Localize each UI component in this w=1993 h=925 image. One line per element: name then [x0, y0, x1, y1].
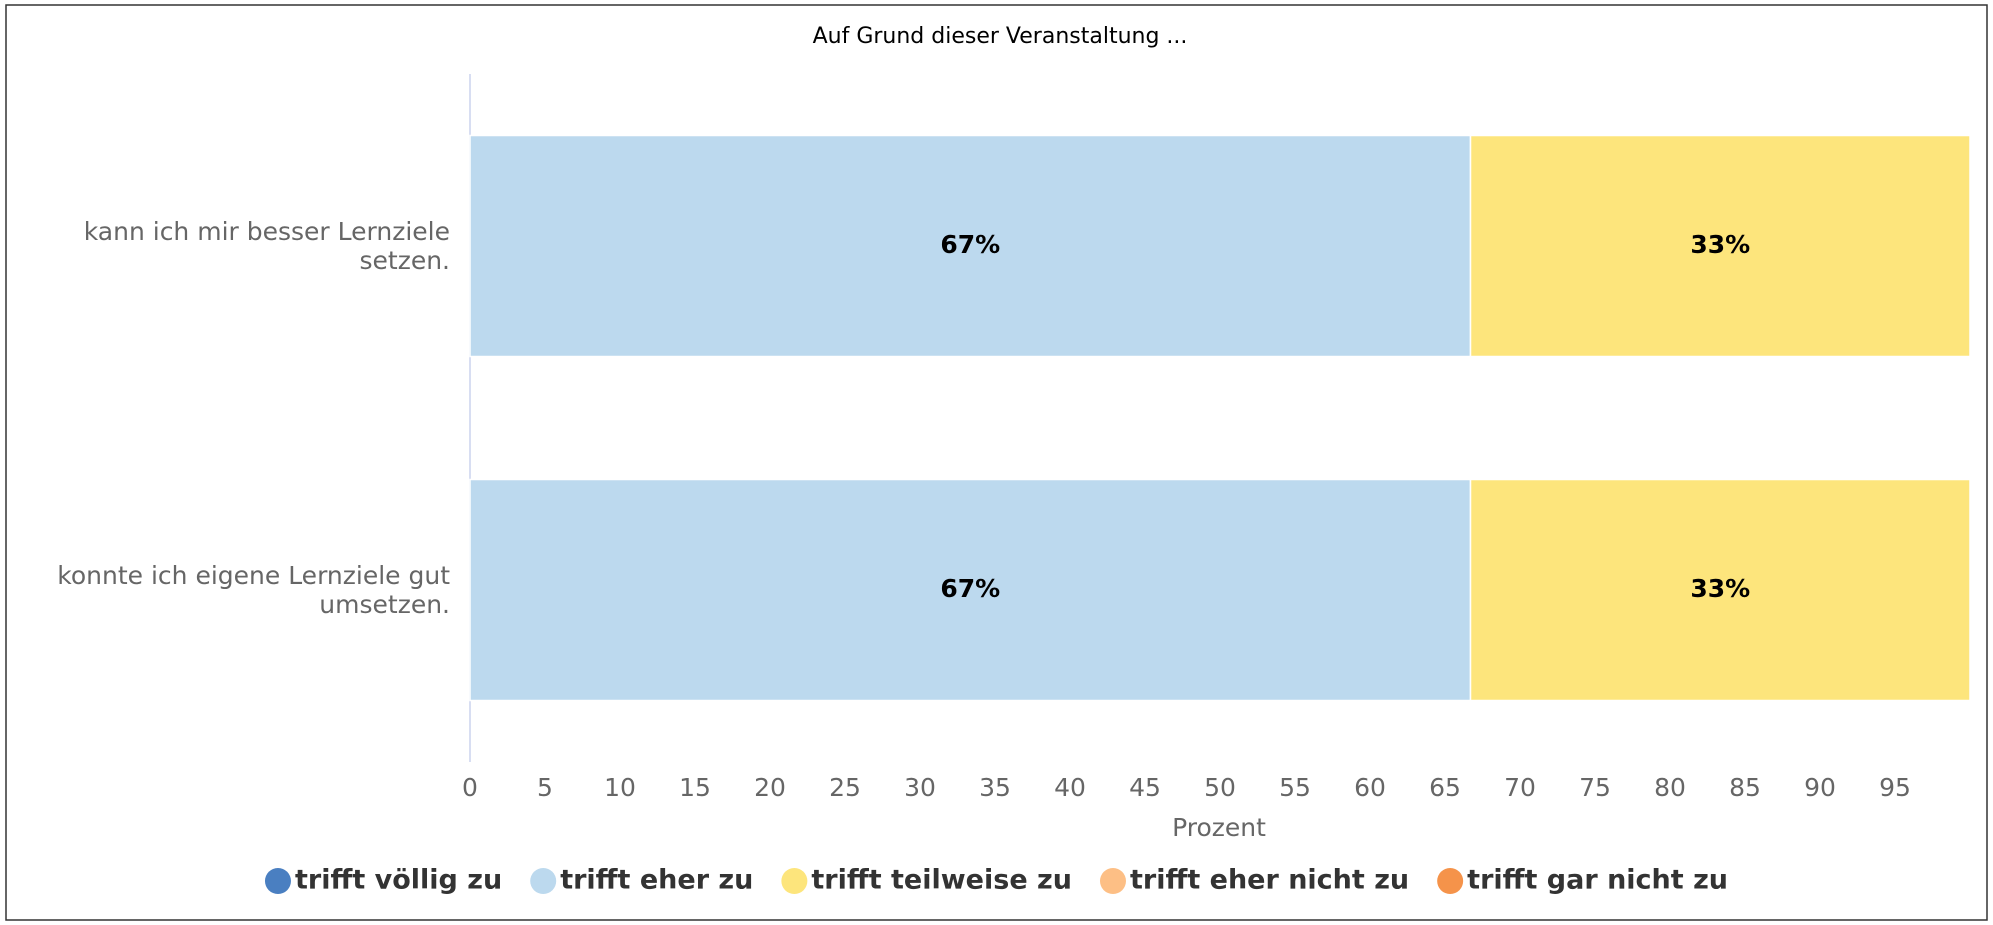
legend-swatch: [1099, 868, 1126, 894]
x-tick-label: 15: [679, 773, 711, 802]
x-tick-label: 80: [1654, 773, 1686, 802]
data-label: 33%: [1690, 230, 1750, 259]
x-tick-label: 65: [1429, 773, 1461, 802]
x-tick-label: 5: [537, 773, 553, 802]
x-tick-label: 20: [754, 773, 786, 802]
x-tick-label: 10: [604, 773, 636, 802]
x-tick-label: 55: [1279, 773, 1311, 802]
y-tick-label: kann ich mir besser Lernziele setzen.: [83, 217, 450, 275]
x-tick-label: 30: [904, 773, 936, 802]
legend-swatch: [264, 868, 291, 894]
y-tick-label: konnte ich eigene Lernziele gut umsetzen…: [57, 561, 450, 619]
x-tick-label: 85: [1729, 773, 1761, 802]
x-tick-label: 90: [1804, 773, 1836, 802]
chart-title: Auf Grund dieser Veranstaltung ...: [813, 24, 1188, 49]
x-tick-label: 95: [1879, 773, 1911, 802]
bar-segment: [469, 134, 1472, 358]
bar-segment: [469, 478, 1472, 702]
x-tick-label: 40: [1054, 773, 1086, 802]
legend-label: trifft gar nicht zu: [1467, 865, 1728, 896]
x-tick-label: 25: [829, 773, 861, 802]
x-tick-label: 35: [979, 773, 1011, 802]
x-tick-label: 70: [1504, 773, 1536, 802]
legend-swatch: [530, 868, 557, 894]
legend-label: trifft eher nicht zu: [1130, 865, 1409, 896]
legend-swatch: [781, 868, 808, 894]
frame: [5, 4, 1988, 921]
x-axis-label: Prozent: [1172, 813, 1266, 842]
legend-label: trifft teilweise zu: [811, 865, 1072, 896]
x-tick-label: 60: [1354, 773, 1386, 802]
bar-segment: [1469, 478, 1971, 702]
legend-label: trifft völlig zu: [295, 865, 502, 896]
legend-label: trifft eher zu: [560, 865, 753, 896]
x-tick-label: 45: [1129, 773, 1161, 802]
data-label: 33%: [1690, 574, 1750, 603]
data-label: 67%: [940, 574, 1000, 603]
x-tick-label: 75: [1579, 773, 1611, 802]
data-label: 67%: [940, 230, 1000, 259]
x-tick-label: 50: [1204, 773, 1236, 802]
legend-swatch: [1437, 868, 1464, 894]
x-tick-label: 0: [462, 773, 478, 802]
bar-segment: [1469, 134, 1971, 358]
